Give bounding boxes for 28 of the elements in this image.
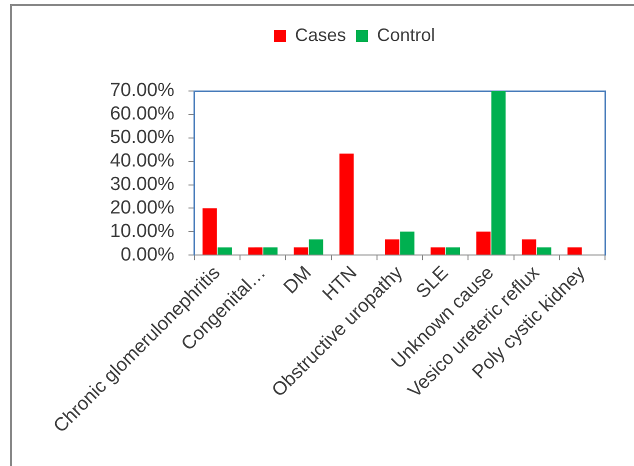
y-tick-label: 40.00% <box>110 150 175 172</box>
bar <box>536 247 552 255</box>
x-tick-label: SLE <box>412 262 453 303</box>
bar <box>385 239 400 255</box>
legend-label: Control <box>377 24 436 45</box>
y-tick-label: 10.00% <box>110 220 175 242</box>
y-tick-label: 20.00% <box>110 197 175 218</box>
bar <box>248 247 262 255</box>
bar <box>446 247 460 255</box>
y-tick-label: 50.00% <box>110 127 175 148</box>
bar <box>476 232 491 255</box>
legend-label: Cases <box>294 24 346 45</box>
bar <box>263 247 278 255</box>
bar <box>294 247 308 255</box>
x-tick-label: DM <box>280 262 316 298</box>
bar <box>430 247 445 255</box>
bar <box>218 247 232 255</box>
bar <box>491 91 506 255</box>
bar <box>202 208 217 255</box>
y-tick-label: 0.00% <box>120 244 175 266</box>
y-tick-label: 30.00% <box>110 174 175 195</box>
bar <box>568 247 582 255</box>
bar <box>522 239 536 255</box>
bar <box>339 154 354 255</box>
y-tick-label: 70.00% <box>110 80 175 102</box>
y-tick-label: 60.00% <box>110 104 175 125</box>
bar <box>400 232 414 255</box>
bar <box>308 239 324 255</box>
